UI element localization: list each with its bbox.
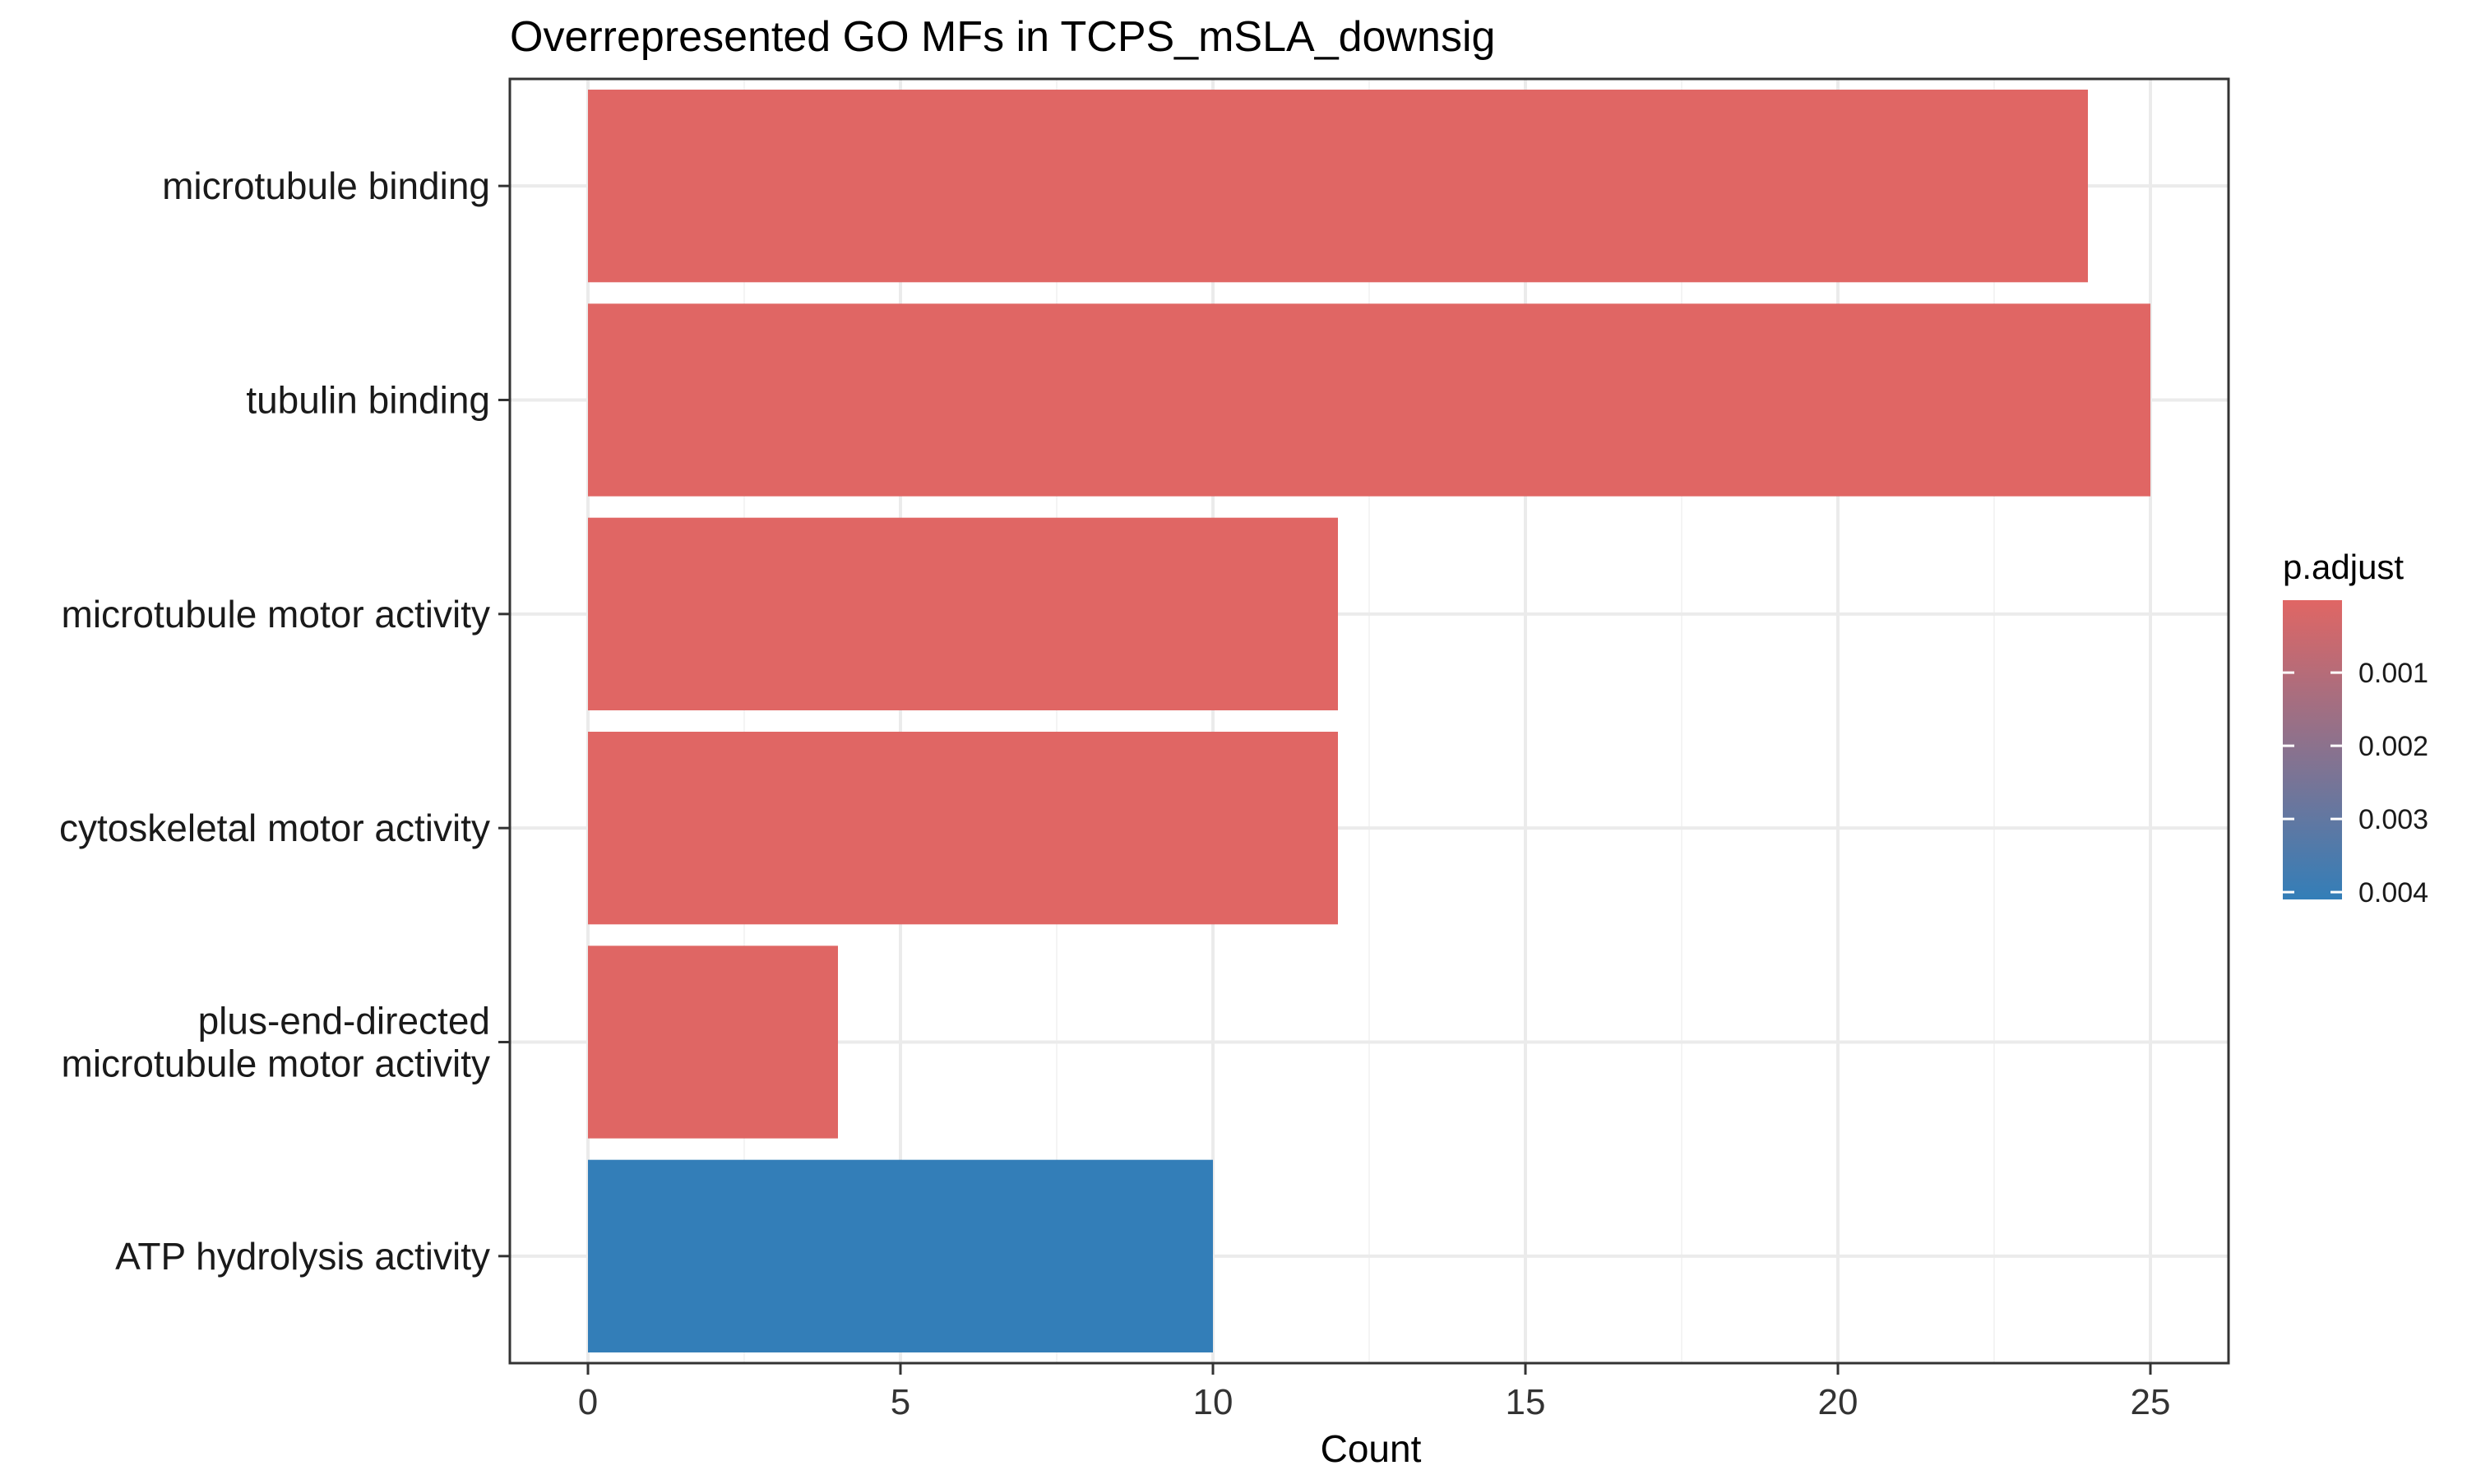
bar — [588, 90, 2088, 283]
x-axis-title: Count — [1321, 1427, 1422, 1470]
x-tick-label: 0 — [578, 1382, 598, 1422]
x-axis: 0 5 10 15 20 25 — [578, 1363, 2171, 1422]
legend: p.adjust 0.001 0.002 0.003 0.004 — [2283, 548, 2428, 908]
legend-tick-label: 0.004 — [2358, 877, 2428, 908]
legend-tick-label: 0.002 — [2358, 731, 2428, 762]
y-tick-label: cytoskeletal motor activity — [59, 807, 490, 849]
bars — [588, 90, 2150, 1352]
y-tick-label: microtubule motor activity — [62, 593, 491, 636]
y-tick-label: microtubule motor activity — [62, 1042, 491, 1085]
y-axis: microtubule binding tubulin binding microt… — [59, 164, 510, 1278]
bar — [588, 945, 838, 1139]
x-tick-label: 20 — [1818, 1382, 1858, 1422]
x-tick-label: 5 — [891, 1382, 910, 1422]
legend-tick-label: 0.003 — [2358, 804, 2428, 835]
legend-title: p.adjust — [2283, 548, 2404, 586]
bar — [588, 517, 1338, 710]
y-tick-label: microtubule binding — [162, 164, 490, 207]
legend-tick-label: 0.001 — [2358, 658, 2428, 689]
x-tick-label: 25 — [2131, 1382, 2171, 1422]
panel-border — [508, 77, 2230, 1365]
bar — [588, 303, 2150, 497]
bar — [588, 1159, 1213, 1352]
x-tick-label: 10 — [1193, 1382, 1234, 1422]
chart-title: Overrepresented GO MFs in TCPS_mSLA_down… — [510, 13, 1495, 61]
bar — [588, 732, 1338, 925]
legend-colorbar — [2283, 600, 2342, 899]
y-tick-label: ATP hydrolysis activity — [115, 1235, 490, 1278]
y-tick-label: tubulin binding — [246, 379, 490, 422]
y-tick-label: plus-end-directed — [198, 1000, 490, 1042]
x-tick-label: 15 — [1506, 1382, 1546, 1422]
